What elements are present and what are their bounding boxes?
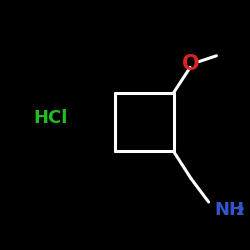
Text: O: O	[182, 54, 200, 74]
Text: HCl: HCl	[34, 109, 68, 127]
Text: 2: 2	[236, 205, 245, 218]
Text: NH: NH	[214, 201, 244, 219]
